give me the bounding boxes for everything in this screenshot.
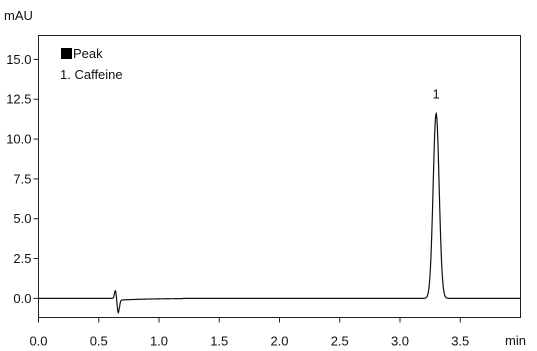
x-unit-label: min [505, 333, 526, 348]
y-tick-label: 2.5 [13, 251, 31, 266]
x-tick-label: 2.5 [331, 334, 349, 349]
y-tick-label: 10.0 [6, 132, 31, 147]
legend-title: Peak [73, 46, 103, 61]
x-tick-label: 0.0 [29, 334, 47, 349]
legend-marker [61, 48, 72, 59]
y-tick-label: 7.5 [13, 171, 31, 186]
x-axis-ticks: 0.0 0.5 1.0 1.5 2.0 2.5 3.0 3.5 [29, 317, 469, 349]
x-tick-label: 2.0 [270, 334, 288, 349]
x-tick-label: 0.5 [90, 334, 108, 349]
peak-label: 1 [433, 87, 440, 102]
x-tick-label: 1.5 [210, 334, 228, 349]
x-tick-label: 1.0 [150, 334, 168, 349]
x-tick-label: 3.5 [451, 334, 469, 349]
y-axis-ticks: 0.0 2.5 5.0 7.5 10.0 12.5 15.0 [6, 52, 39, 306]
y-tick-label: 0.0 [13, 291, 31, 306]
x-tick-label: 3.0 [391, 334, 409, 349]
peak-labels: 1 [433, 87, 440, 102]
y-tick-label: 15.0 [6, 52, 31, 67]
y-tick-label: 12.5 [6, 92, 31, 107]
y-unit-label: mAU [4, 8, 33, 23]
chromatogram-trace [38, 111, 521, 314]
legend-entry-caffeine: 1. Caffeine [60, 67, 123, 82]
y-tick-label: 5.0 [13, 211, 31, 226]
legend: Peak 1. Caffeine [60, 46, 123, 82]
